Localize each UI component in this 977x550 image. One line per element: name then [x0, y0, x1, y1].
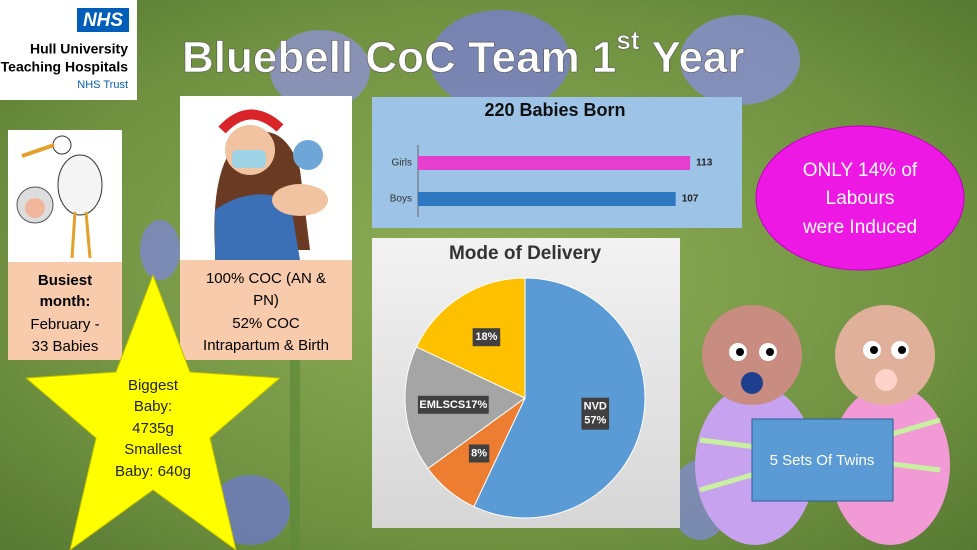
title-end: Year: [652, 33, 745, 82]
busiest-box: [8, 262, 122, 360]
induced-text: ONLY 14% of: [803, 160, 918, 181]
coc-text: PN): [253, 292, 279, 309]
slice-value-label: 17%: [465, 399, 487, 411]
label-box: [417, 395, 489, 414]
star-text: 4735g: [132, 420, 174, 437]
chart-title: 220 Babies Born: [484, 100, 625, 120]
category-label: Boys: [390, 194, 412, 205]
busiest-text: 33 Babies: [32, 338, 99, 355]
pie-slice: [415, 277, 526, 399]
induced-ellipse: [755, 125, 965, 271]
slice-category: NVD: [584, 401, 607, 413]
twins-box: [751, 418, 894, 502]
logo-line: Teaching Hospitals: [1, 59, 129, 75]
nhs-badge-text: NHS: [83, 10, 123, 31]
logo-line: Hull University: [30, 41, 128, 57]
coc-text: Intrapartum & Birth: [203, 337, 329, 354]
busiest-heading: Busiest: [38, 272, 92, 289]
induced-text: Labours: [826, 188, 895, 209]
slice-value-label: 57%: [584, 415, 606, 427]
slice-label: EMLSCS17%: [419, 399, 487, 411]
star-text: Baby: 640g: [115, 463, 191, 480]
value-label: 107: [682, 194, 699, 205]
logo-trust: NHS Trust: [77, 79, 128, 91]
title-main: Bluebell CoC Team 1: [182, 33, 616, 82]
slice-label: 18%: [475, 331, 497, 343]
slice-value-label: 8%: [471, 447, 487, 459]
label-box: [581, 397, 610, 430]
coc-text: 52% COC: [232, 315, 300, 332]
pie-slice: [473, 277, 646, 519]
chart-title: Mode of Delivery: [449, 243, 601, 264]
label-box: [472, 328, 501, 347]
slice-category: EMLSCS: [419, 399, 465, 411]
charts: 220 Babies Born Girls 113 Boys 107 Mode of De…: [390, 100, 713, 519]
main-title: Bluebell CoC Team 1st Year: [182, 25, 745, 82]
slice-value-label: 18%: [475, 331, 497, 343]
twins-text: 5 Sets Of Twins: [770, 452, 875, 469]
induced-text: were Induced: [802, 217, 917, 238]
bar: [418, 192, 676, 206]
category-label: Girls: [391, 158, 412, 169]
title-sup: st: [616, 25, 639, 55]
coc-text: 100% COC (AN &: [206, 270, 326, 287]
star: [24, 273, 282, 550]
midwife-illustration: [214, 109, 328, 260]
label-box: [468, 444, 490, 463]
busiest-text: February -: [30, 316, 99, 333]
value-label: 113: [696, 158, 713, 169]
star-text: Biggest: [128, 377, 179, 394]
slice-label: 8%: [471, 447, 487, 459]
star-text: Baby:: [134, 398, 172, 415]
stork-illustration: [16, 135, 103, 259]
star-text: Smallest: [124, 441, 182, 458]
nhs-badge: [77, 8, 129, 32]
coc-box: [180, 260, 352, 360]
slice-label: NVD 57%: [584, 401, 607, 427]
busiest-heading: month:: [40, 293, 91, 310]
bar: [418, 156, 691, 170]
